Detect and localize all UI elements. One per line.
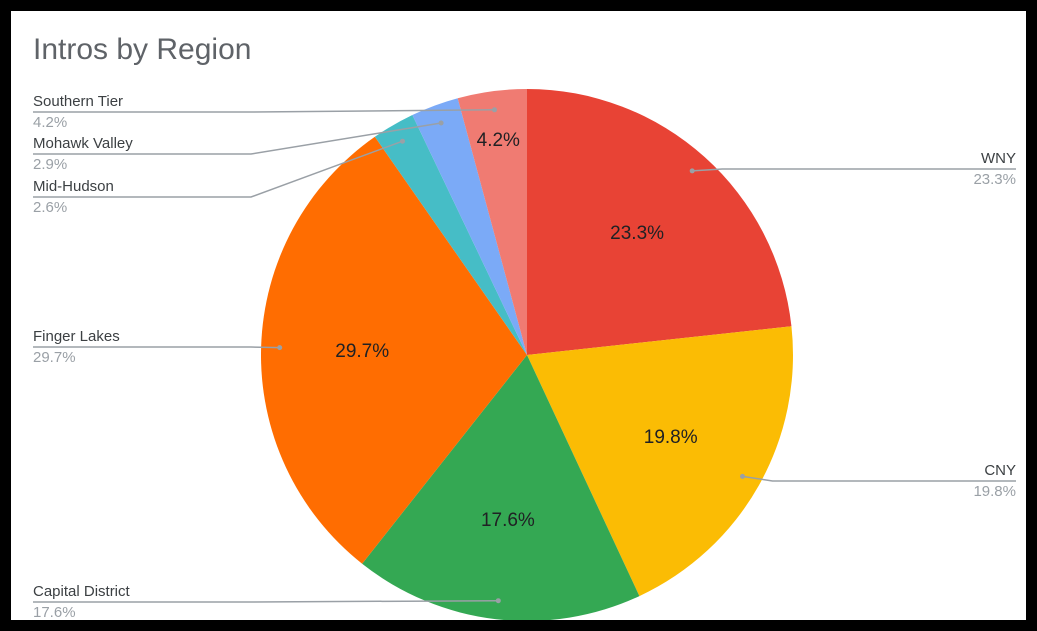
slice-value-label-capital-district: 17.6% xyxy=(481,510,535,531)
legend-percent-mohawk-valley: 2.9% xyxy=(33,156,67,173)
pie-slice-capital-district xyxy=(362,355,640,620)
pie-slice-mid-hudson xyxy=(374,114,527,355)
leader-line-southern-tier xyxy=(33,109,495,113)
slice-value-label-cny: 19.8% xyxy=(644,427,698,448)
pie-slice-mohawk-valley xyxy=(412,98,527,355)
chart-title: Intros by Region xyxy=(33,33,252,66)
slice-value-label-finger-lakes: 29.7% xyxy=(335,341,389,362)
slice-value-label-wny: 23.3% xyxy=(610,223,664,244)
leader-lines xyxy=(33,107,1016,604)
leader-line-mohawk-valley xyxy=(33,122,442,155)
legend-label-wny: WNY xyxy=(981,150,1016,167)
pie-slice-southern-tier xyxy=(457,89,527,355)
leader-line-finger-lakes xyxy=(33,346,280,349)
leader-dot-mohawk-valley xyxy=(438,120,444,126)
legend-percent-cny: 19.8% xyxy=(973,483,1016,500)
legend-label-finger-lakes: Finger Lakes xyxy=(33,328,120,345)
legend-label-mid-hudson: Mid-Hudson xyxy=(33,178,114,195)
leader-dot-capital-district xyxy=(495,598,501,604)
pie-slice-wny xyxy=(527,89,792,355)
legend-label-capital-district: Capital District xyxy=(33,583,131,600)
pie-slice-cny xyxy=(527,326,793,597)
legend-percent-wny: 23.3% xyxy=(973,171,1016,188)
leader-dot-finger-lakes xyxy=(277,345,283,351)
leader-dot-cny xyxy=(740,473,745,479)
leader-line-mid-hudson xyxy=(33,140,403,198)
chart-frame: Intros by Region 23.3% WNY 23.3% 19.8% CNY 19… xyxy=(11,11,1026,620)
legend-label-mohawk-valley: Mohawk Valley xyxy=(33,135,133,152)
pie-slice-finger-lakes xyxy=(260,136,527,564)
pie-chart: 23.3% WNY 23.3% 19.8% CNY 19.8% 17.6% Capital D… xyxy=(33,89,1016,620)
leader-line-cny xyxy=(742,475,1016,482)
leader-dot-mid-hudson xyxy=(400,138,405,144)
leader-line-capital-district xyxy=(33,599,499,603)
pie-slices xyxy=(260,89,793,620)
legend-label-cny: CNY xyxy=(984,462,1016,479)
legend-percent-capital-district: 17.6% xyxy=(33,604,76,620)
slice-value-label-southern-tier: 4.2% xyxy=(477,130,520,151)
legend-percent-mid-hudson: 2.6% xyxy=(33,199,67,216)
legend-percent-finger-lakes: 29.7% xyxy=(33,349,76,366)
leader-dot-southern-tier xyxy=(492,107,497,113)
legend-label-southern-tier: Southern Tier xyxy=(33,93,123,110)
leader-dot-wny xyxy=(689,168,695,174)
leader-line-wny xyxy=(692,168,1016,172)
legend-percent-southern-tier: 4.2% xyxy=(33,114,67,131)
slice-labels: 23.3% WNY 23.3% 19.8% CNY 19.8% 17.6% Capital D… xyxy=(33,93,1016,620)
